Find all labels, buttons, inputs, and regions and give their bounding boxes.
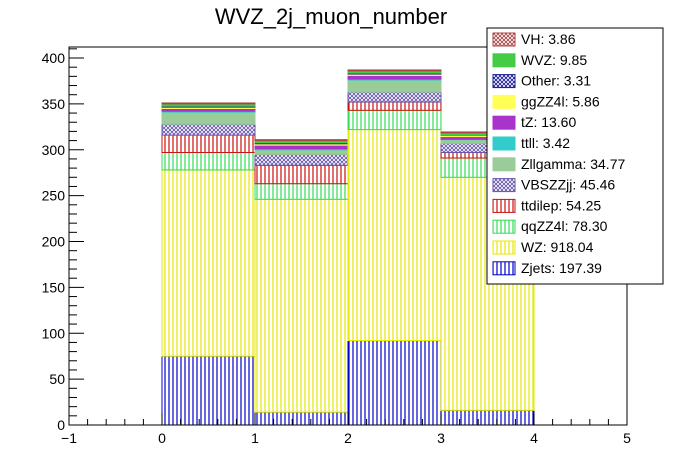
bar-Zllgamma-bin2	[347, 79, 442, 93]
legend-label-WZ: WZ: 918.04	[521, 239, 594, 255]
bar-WZ-bin1	[254, 198, 349, 413]
x-tick-label: 1	[251, 430, 259, 446]
legend-label-ggZZ4l: ggZZ4l: 5.86	[521, 93, 600, 109]
legend-swatch-WVZ	[492, 53, 516, 68]
bar-VH-bin2	[347, 69, 442, 72]
bar-VH-bin0	[161, 102, 256, 105]
bar-WZ-bin2	[347, 129, 442, 342]
x-tick-label: 2	[344, 430, 352, 446]
y-tick-label: 400	[42, 50, 66, 66]
chart-title: WVZ_2j_muon_number	[215, 4, 447, 29]
legend-swatch-VH	[492, 32, 516, 47]
bar-VBSZZjj-bin0	[161, 123, 256, 136]
bar-qqZZ4l-bin0	[161, 152, 256, 171]
y-tick-label: 250	[42, 188, 66, 204]
legend-box	[486, 27, 664, 285]
bar-qqZZ4l-bin1	[254, 183, 349, 200]
y-tick-label: 300	[42, 142, 66, 158]
bar-tZ-bin1	[254, 144, 349, 150]
legend-label-VBSZZjj: VBSZZjj: 45.46	[521, 177, 615, 193]
legend-label-tZ: tZ: 13.60	[521, 114, 576, 130]
bar-Zllgamma-bin0	[161, 111, 256, 125]
legend-swatch-ttdilep	[492, 198, 516, 213]
x-tick-label: −1	[61, 430, 77, 446]
y-tick-label: 50	[49, 371, 65, 387]
legend-label-Other: Other: 3.31	[521, 73, 591, 89]
bar-qqZZ4l-bin2	[347, 109, 442, 131]
y-tick-label: 200	[42, 234, 66, 250]
legend-swatch-ttll	[492, 136, 516, 151]
bar-ttdilep-bin2	[347, 101, 442, 111]
bar-tZ-bin2	[347, 74, 442, 80]
bar-Zjets-bin1	[254, 411, 349, 426]
bar-Zjets-bin0	[161, 355, 256, 426]
x-tick-label: 0	[158, 430, 166, 446]
legend-label-VH: VH: 3.86	[521, 31, 576, 47]
x-tick-label: 5	[623, 430, 631, 446]
bar-ttdilep-bin1	[254, 164, 349, 185]
bar-VBSZZjj-bin1	[254, 153, 349, 166]
legend-swatch-WZ	[492, 240, 516, 255]
legend-label-WVZ: WVZ: 9.85	[521, 52, 587, 68]
legend-swatch-ggZZ4l	[492, 94, 516, 109]
bar-Zllgamma-bin1	[254, 149, 349, 155]
legend-swatch-qqZZ4l	[492, 219, 516, 234]
legend-label-ttdilep: ttdilep: 54.25	[521, 197, 601, 213]
legend-label-Zjets: Zjets: 197.39	[521, 260, 602, 276]
bar-VH-bin1	[254, 139, 349, 142]
bar-WZ-bin0	[161, 169, 256, 357]
y-tick-label: 350	[42, 96, 66, 112]
y-tick-label: 0	[57, 417, 65, 433]
legend-label-Zllgamma: Zllgamma: 34.77	[521, 156, 625, 172]
bar-Zjets-bin2	[347, 340, 442, 426]
x-tick-label: 3	[437, 430, 445, 446]
legend: VH: 3.86 WVZ: 9.85 Other: 3.31 ggZZ4l: 5.86…	[486, 27, 664, 285]
bar-ttdilep-bin0	[161, 134, 256, 154]
legend-swatch-Other	[492, 74, 516, 89]
legend-label-ttll: ttll: 3.42	[521, 135, 570, 151]
histogram-bars	[161, 69, 535, 426]
legend-label-qqZZ4l: qqZZ4l: 78.30	[521, 218, 608, 234]
bar-Zjets-bin3	[440, 409, 535, 426]
legend-swatch-tZ	[492, 115, 516, 130]
legend-swatch-VBSZZjj	[492, 178, 516, 193]
legend-swatch-Zjets	[492, 261, 516, 276]
legend-swatch-Zllgamma	[492, 157, 516, 172]
y-tick-label: 150	[42, 279, 66, 295]
bar-VBSZZjj-bin2	[347, 91, 442, 103]
y-tick-label: 100	[42, 325, 66, 341]
x-tick-label: 4	[530, 430, 538, 446]
